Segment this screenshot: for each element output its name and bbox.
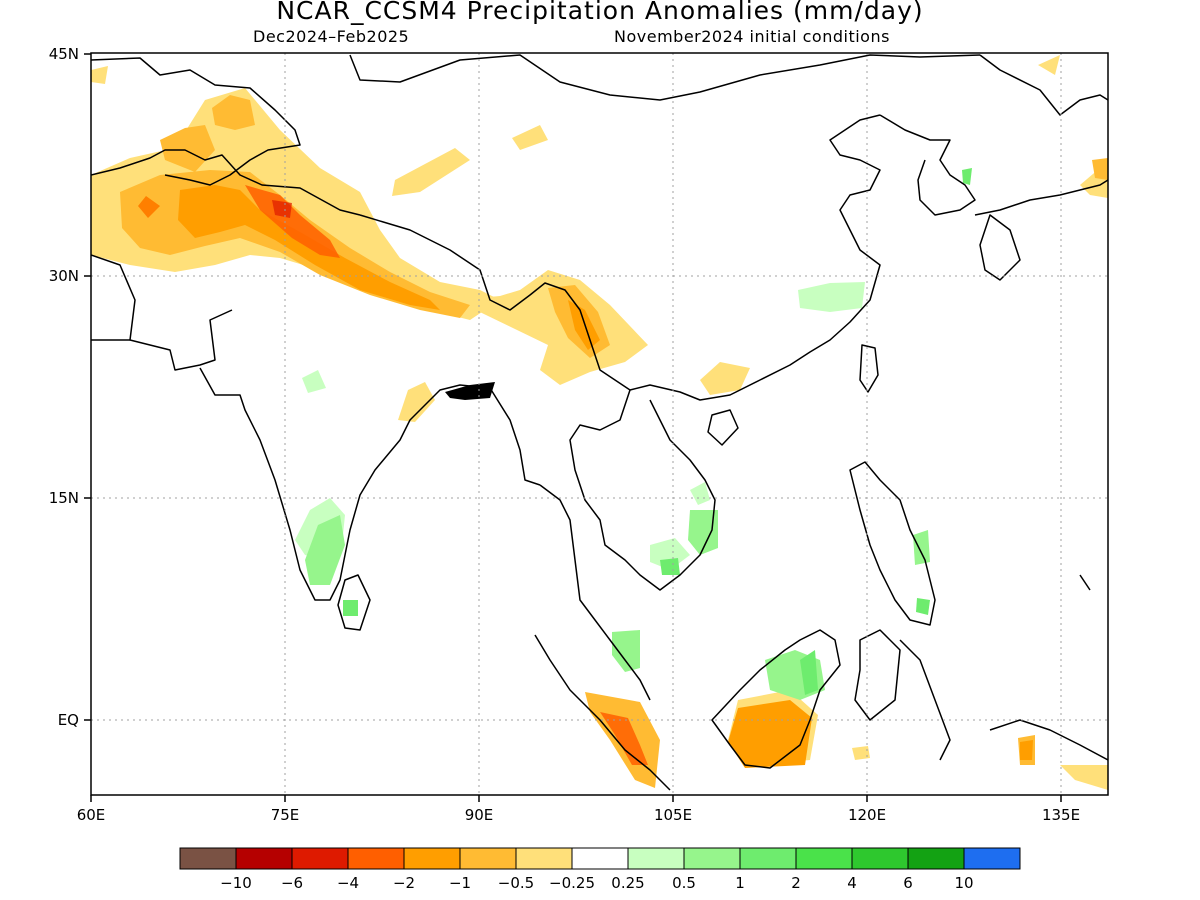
colorbar-swatch-15 (963, 847, 1021, 870)
lon-label-60e: 60E (77, 806, 106, 824)
dry-anomaly-red (272, 200, 292, 218)
colorbar-label-4: −2 (393, 874, 415, 892)
initial-conditions-label: November2024 initial conditions (614, 27, 890, 46)
lat-label-15n: 15N (49, 489, 79, 507)
lon-label-90e: 90E (465, 806, 494, 824)
colorbar-label-9: 0.5 (672, 874, 696, 892)
colorbar-swatch-3 (291, 847, 349, 870)
colorbar-swatch-9 (627, 847, 685, 870)
colorbar-label-8: 0.25 (611, 874, 644, 892)
ganges-delta (445, 382, 495, 400)
colorbar-label-7: −0.25 (549, 874, 595, 892)
gridlines (91, 53, 1108, 795)
colorbar-swatch-4 (347, 847, 405, 870)
lon-label-120e: 120E (848, 806, 886, 824)
colorbar-label-13: 6 (903, 874, 913, 892)
lon-label-135e: 135E (1042, 806, 1080, 824)
coastlines-and-borders (91, 54, 1108, 791)
colorbar-swatch-12 (795, 847, 853, 870)
dry-anomaly-strong (138, 185, 1033, 768)
colorbar-swatch-8 (571, 847, 629, 870)
colorbar-swatch-13 (851, 847, 909, 870)
colorbar-swatch-7 (515, 847, 573, 870)
plot-frame (90, 52, 1109, 796)
colorbar-label-14: 10 (954, 874, 973, 892)
lat-label-45n: 45N (49, 45, 79, 63)
colorbar-swatch-14 (907, 847, 965, 870)
colorbar-label-5: −1 (449, 874, 471, 892)
colorbar-label-2: −6 (281, 874, 303, 892)
colorbar: −10 −6 −4 −2 −1 −0.5 −0.25 0.25 0.5 1 2 … (179, 847, 1021, 892)
colorbar-label-10: 1 (735, 874, 745, 892)
colorbar-swatch-6 (459, 847, 517, 870)
colorbar-label-11: 2 (791, 874, 801, 892)
colorbar-swatch-1 (179, 847, 237, 870)
colorbar-swatch-5 (403, 847, 461, 870)
colorbar-swatch-11 (739, 847, 797, 870)
lat-label-30n: 30N (49, 267, 79, 285)
lon-label-105e: 105E (654, 806, 692, 824)
wet-anomaly-medium (305, 510, 930, 700)
dry-anomaly-orange (245, 185, 648, 765)
anomaly-fields (91, 54, 1108, 791)
colorbar-label-6: −0.5 (498, 874, 534, 892)
colorbar-swatch-2 (235, 847, 293, 870)
colorbar-label-3: −4 (337, 874, 359, 892)
colorbar-label-12: 4 (847, 874, 857, 892)
axis-ticks (84, 53, 1062, 802)
colorbar-label-1: −10 (220, 874, 252, 892)
lat-label-eq: EQ (58, 711, 79, 729)
map-title: NCAR_CCSM4 Precipitation Anomalies (mm/d… (276, 0, 924, 25)
lon-label-75e: 75E (271, 806, 300, 824)
colorbar-swatch-10 (683, 847, 741, 870)
forecast-period: Dec2024–Feb2025 (253, 27, 410, 46)
wet-anomaly-strong (343, 168, 972, 695)
